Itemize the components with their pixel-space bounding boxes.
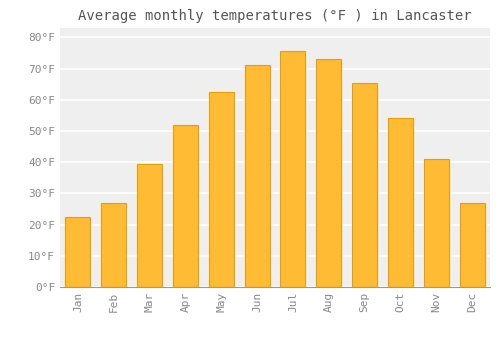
Bar xyxy=(424,159,449,287)
Bar xyxy=(173,125,198,287)
Bar xyxy=(316,59,342,287)
Bar xyxy=(137,164,162,287)
Bar xyxy=(101,203,126,287)
Bar xyxy=(66,217,90,287)
Title: Average monthly temperatures (°F ) in Lancaster: Average monthly temperatures (°F ) in La… xyxy=(78,9,472,23)
Bar xyxy=(352,83,377,287)
Bar xyxy=(280,51,305,287)
Bar xyxy=(460,203,484,287)
Bar xyxy=(388,119,413,287)
Bar xyxy=(208,92,234,287)
Bar xyxy=(244,65,270,287)
